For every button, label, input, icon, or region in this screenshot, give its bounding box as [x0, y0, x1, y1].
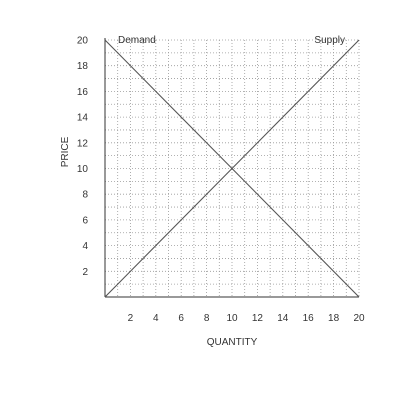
grid	[105, 39, 360, 297]
supply-label: Supply	[314, 35, 345, 46]
x-tick-label: 16	[303, 313, 315, 324]
y-tick-label: 20	[77, 36, 89, 47]
series-lines	[104, 39, 360, 298]
y-tick-label: 12	[77, 138, 89, 149]
x-axis-title: QUANTITY	[207, 337, 258, 348]
demand-label: Demand	[118, 35, 156, 46]
y-tick-label: 18	[77, 61, 89, 72]
x-tick-label: 2	[128, 313, 134, 324]
x-tick-label: 14	[277, 313, 289, 324]
y-tick-label: 6	[82, 215, 88, 226]
y-tick-label: 8	[82, 190, 88, 201]
y-tick-label: 2	[82, 267, 88, 278]
y-tick-label: 14	[77, 113, 89, 124]
x-tick-label: 6	[178, 313, 184, 324]
y-axis-title: PRICE	[60, 136, 71, 167]
y-tick-labels: 2 4 6 8 10 12 14 16 18 20	[77, 36, 89, 278]
y-tick-label: 10	[77, 164, 89, 175]
y-tick-label: 16	[77, 87, 89, 98]
axes	[104, 38, 359, 298]
x-tick-labels: 2 4 6 8 10 12 14 16 18 20	[128, 313, 365, 324]
x-tick-label: 20	[353, 313, 365, 324]
x-tick-label: 4	[153, 313, 159, 324]
x-tick-label: 12	[252, 313, 264, 324]
y-tick-label: 4	[82, 241, 88, 252]
x-tick-label: 8	[204, 313, 210, 324]
x-tick-label: 10	[226, 313, 238, 324]
x-tick-label: 18	[328, 313, 340, 324]
series-labels: Demand Supply	[118, 35, 345, 46]
supply-line	[104, 39, 360, 298]
